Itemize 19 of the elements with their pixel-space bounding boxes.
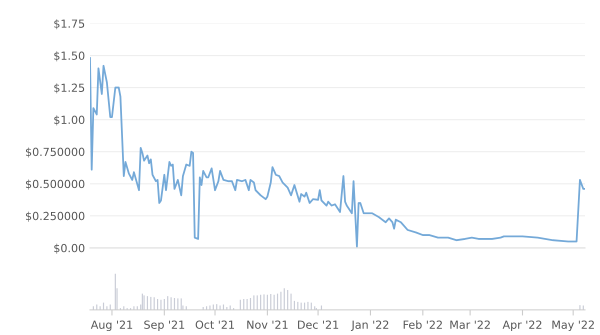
y-tick-label: $0.00 (54, 244, 84, 254)
line-series (90, 57, 585, 248)
x-tick-label: Dec '21 (298, 320, 338, 329)
x-tick-label: Sep '21 (144, 320, 184, 332)
x-tick-label: Nov '21 (247, 320, 288, 329)
x-tick-label: Jan '22 (350, 320, 388, 331)
y-tick-label: $1.75 (54, 19, 84, 30)
y-tick-label: $0.500000 (26, 180, 84, 190)
x-tick-label: Apr '22 (502, 320, 542, 332)
y-tick-label: $1.50 (54, 51, 84, 62)
x-tick-label: Oct '21 (196, 320, 234, 329)
x-tick-label: May '22 (552, 320, 594, 332)
y-tick-label: $1.00 (54, 115, 84, 126)
y-tick-label: $1.25 (54, 83, 84, 94)
x-tick-label: Feb '22 (404, 320, 442, 329)
y-tick-label: $0.750000 (26, 147, 84, 158)
x-tick-label: Mar '22 (450, 320, 490, 329)
x-tick-label: Aug '21 (90, 320, 132, 332)
y-tick-label: $0.250000 (26, 212, 84, 222)
